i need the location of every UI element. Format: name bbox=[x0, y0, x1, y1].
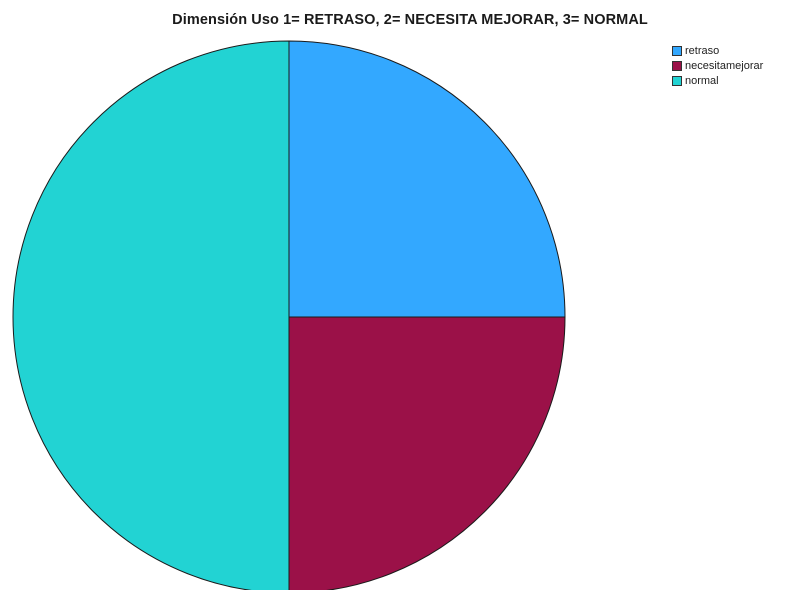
legend-item-normal: normal bbox=[672, 73, 763, 88]
chart-title: Dimensión Uso 1= RETRASO, 2= NECESITA ME… bbox=[172, 12, 648, 28]
legend-item-necesitamejorar: necesitamejorar bbox=[672, 58, 763, 73]
pie-slices bbox=[12, 40, 566, 590]
pie-slice-normal bbox=[12, 40, 290, 590]
pie-slice-necesitamejorar bbox=[288, 316, 566, 590]
legend-label: necesitamejorar bbox=[685, 59, 764, 72]
legend-swatch bbox=[672, 45, 682, 56]
legend-item-retraso: retraso bbox=[672, 43, 763, 58]
legend-label: normal bbox=[685, 74, 719, 87]
pie-slice-retraso bbox=[288, 40, 566, 318]
legend-label: retraso bbox=[685, 44, 720, 57]
legend-swatch bbox=[672, 60, 682, 71]
legend-swatch bbox=[672, 75, 682, 86]
legend: retraso necesitamejorar normal bbox=[672, 43, 763, 88]
